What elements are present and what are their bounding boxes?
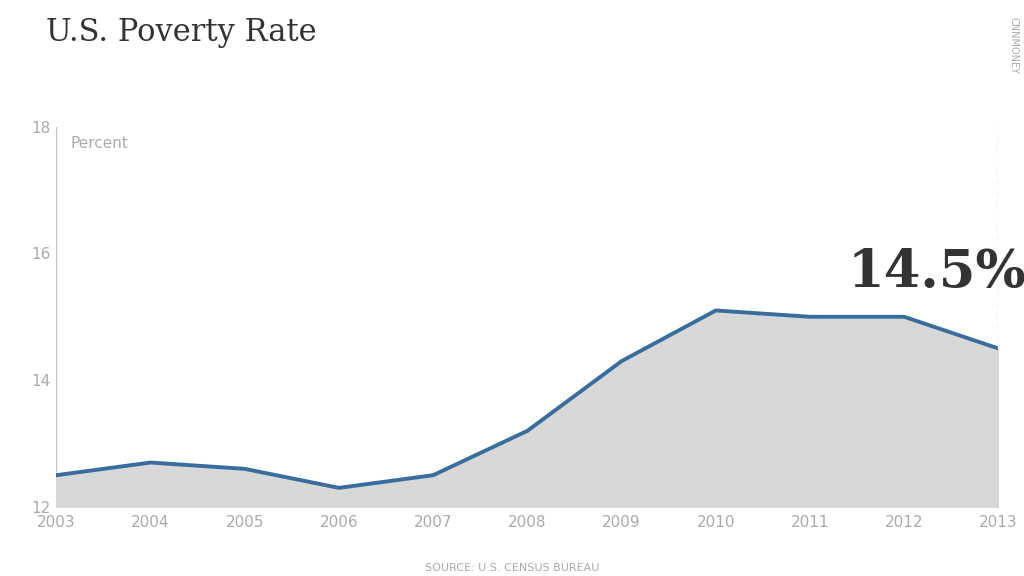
Text: Percent: Percent [71, 136, 128, 151]
Text: SOURCE: U.S. CENSUS BUREAU: SOURCE: U.S. CENSUS BUREAU [425, 563, 599, 573]
Text: 14.5%: 14.5% [848, 247, 1024, 298]
Text: CNNMONEY: CNNMONEY [1009, 17, 1019, 74]
Text: U.S. Poverty Rate: U.S. Poverty Rate [46, 17, 316, 48]
